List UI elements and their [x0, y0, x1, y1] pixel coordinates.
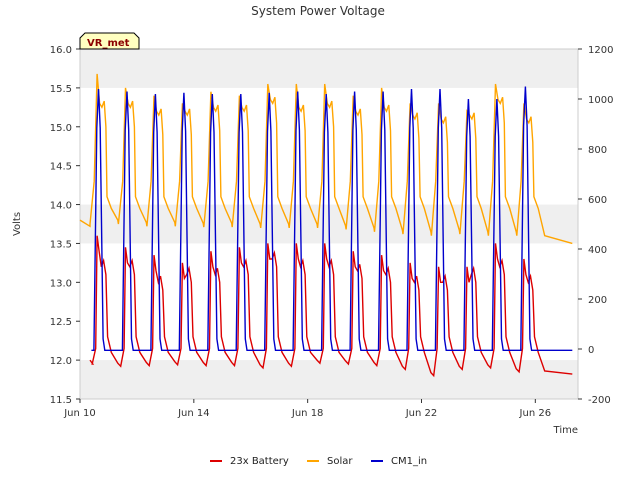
y-left-tick-label: 15.0: [50, 123, 72, 134]
series-line-battery: [89, 235, 573, 378]
y-right-tick-label: -200: [588, 395, 611, 406]
y-right-tick-label: 200: [588, 295, 607, 306]
y-right-tick-label: 800: [588, 145, 607, 156]
site-tag-box: [79, 32, 140, 50]
y-right-tick-label: 1000: [588, 95, 613, 106]
x-tick-label: Jun 10: [63, 408, 96, 419]
x-axis-label: Time: [553, 425, 578, 436]
legend-label: CM1_in: [391, 456, 427, 467]
band: [80, 49, 578, 88]
band: [80, 360, 578, 399]
chart-title: System Power Voltage: [251, 4, 385, 18]
y-left-tick-label: 12.0: [50, 356, 72, 367]
x-ticks: Jun 10 Jun 14 Jun 18 Jun 22 Jun 26: [63, 399, 551, 419]
legend: 23x Battery Solar CM1_in: [210, 456, 427, 467]
y-left-ticks: 11.5 12.0 12.5 13.0 13.5 14.0 14.5 15.0 15.5 16.0: [50, 45, 80, 406]
series-line-cm1: [91, 86, 573, 351]
y-left-label: Volts: [12, 212, 23, 236]
site-tag: VR_met: [79, 32, 140, 50]
legend-label: 23x Battery: [230, 456, 289, 467]
y-left-tick-label: 16.0: [50, 45, 72, 56]
y-left-tick-label: 13.0: [50, 278, 72, 289]
band: [80, 282, 578, 322]
y-left-tick-label: 11.5: [50, 395, 72, 406]
x-tick-label: Jun 14: [177, 408, 210, 419]
band: [80, 126, 578, 166]
y-right-tick-label: 0: [588, 345, 594, 356]
y-right-tick-label: 400: [588, 245, 607, 256]
x-tick-label: Jun 18: [291, 408, 324, 419]
y-left-tick-label: 14.0: [50, 201, 72, 212]
y-right-ticks: -200 0 200 400 600 800 1000 1200: [578, 45, 613, 406]
site-tag-label: VR_met: [87, 38, 130, 49]
legend-label: Solar: [327, 456, 353, 467]
plot-frame: [79, 48, 579, 400]
x-tick-label: Jun 26: [519, 408, 552, 419]
y-right-tick-label: 1200: [588, 45, 613, 56]
y-right-tick-label: 600: [588, 195, 607, 206]
y-left-tick-label: 14.5: [50, 162, 72, 173]
y-left-tick-label: 15.5: [50, 84, 72, 95]
y-left-tick-label: 13.5: [50, 239, 72, 250]
x-tick-label: Jun 22: [405, 408, 438, 419]
y-left-tick-label: 12.5: [50, 317, 72, 328]
series-lines: [79, 73, 573, 378]
